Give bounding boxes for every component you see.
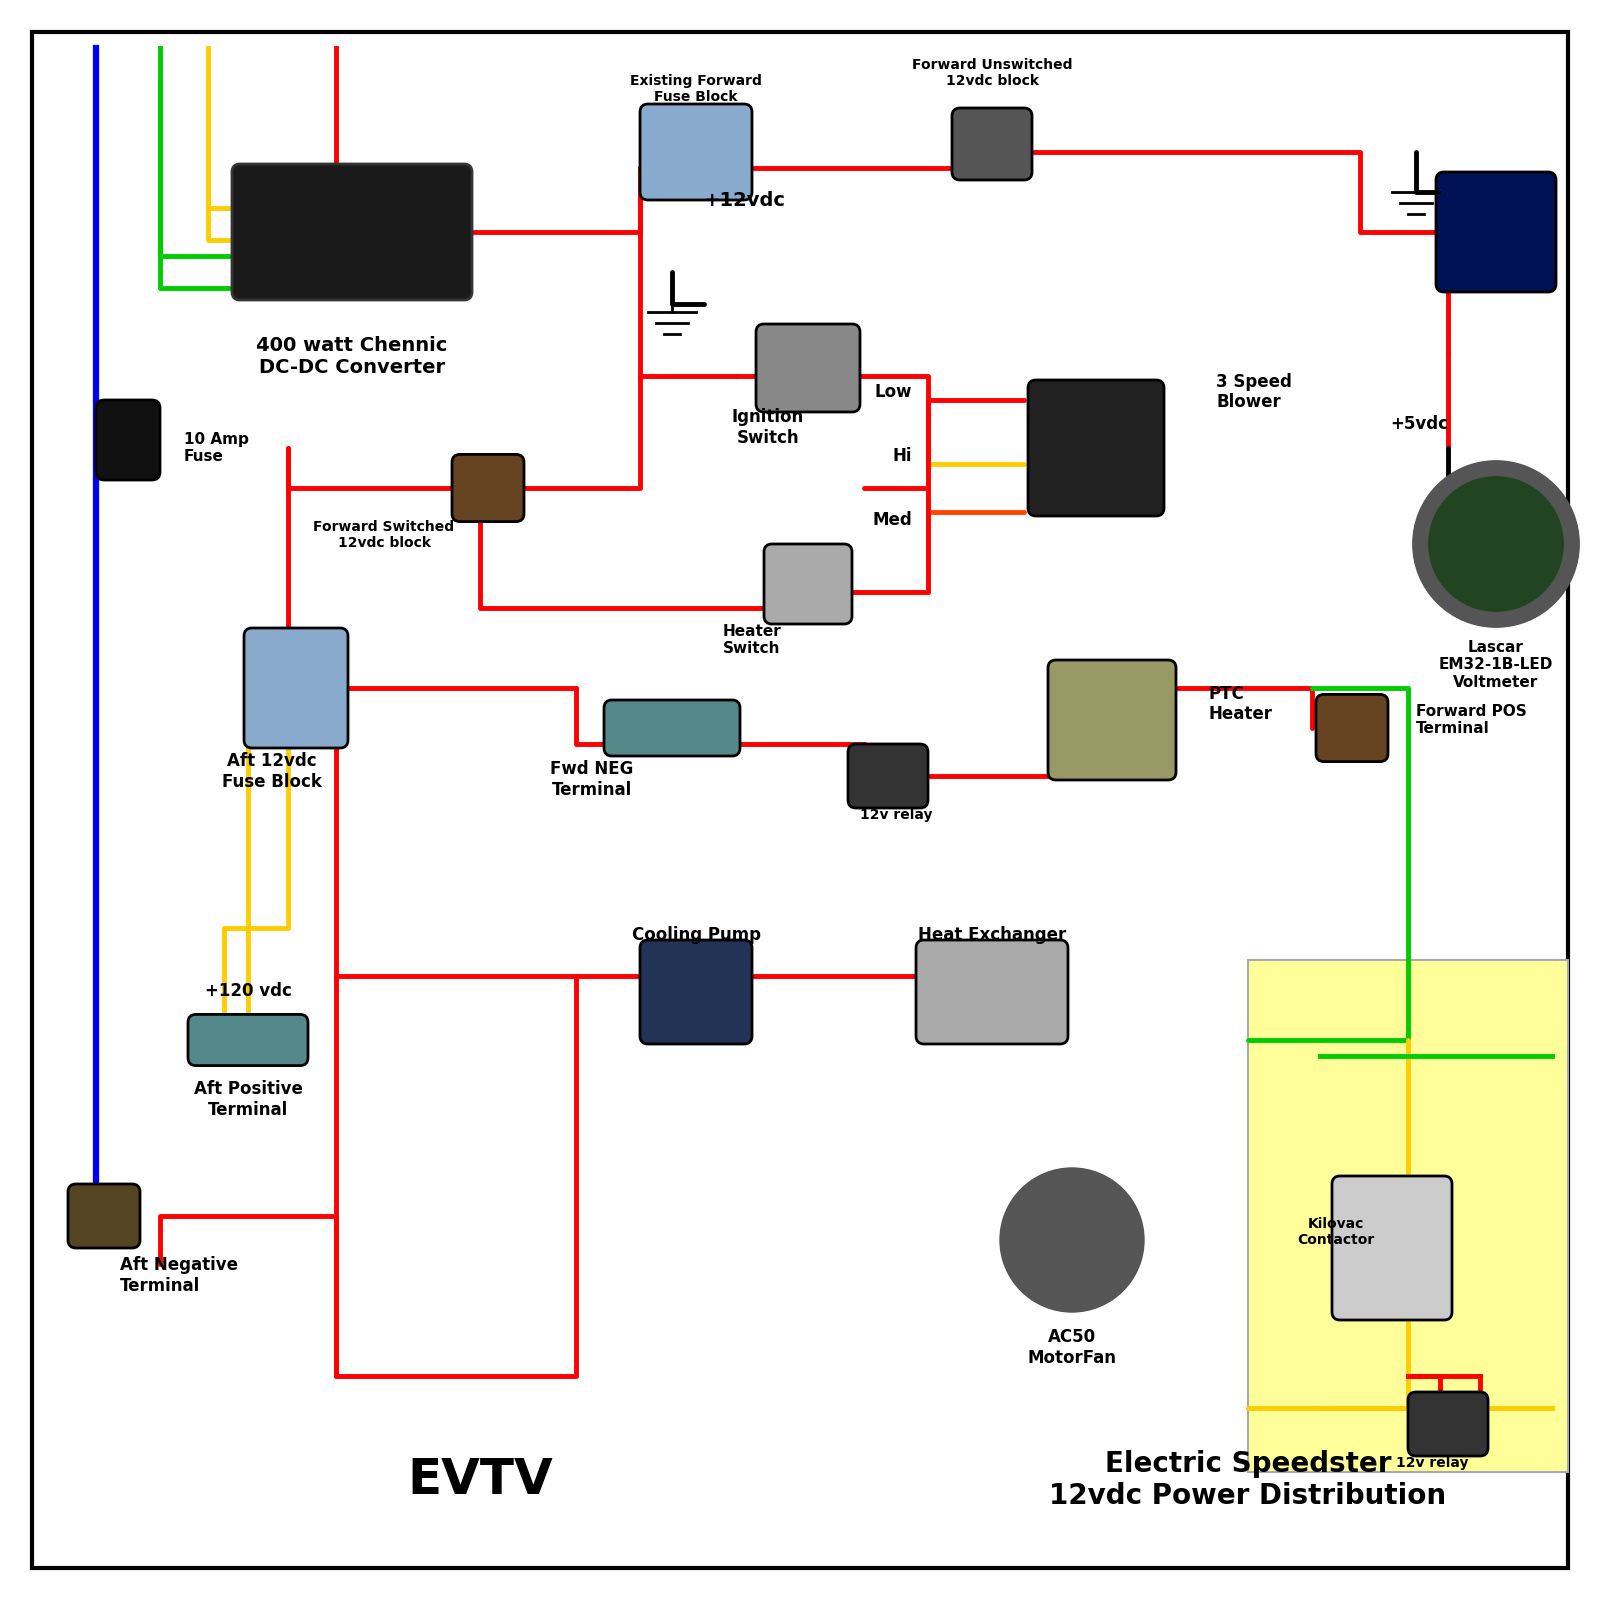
- Text: Heat Exchanger: Heat Exchanger: [918, 926, 1066, 944]
- FancyBboxPatch shape: [640, 104, 752, 200]
- FancyBboxPatch shape: [1027, 379, 1165, 515]
- Text: 400 watt Chennic
DC-DC Converter: 400 watt Chennic DC-DC Converter: [256, 336, 448, 378]
- Text: 12v relay: 12v relay: [1395, 1456, 1469, 1470]
- FancyBboxPatch shape: [765, 544, 851, 624]
- Circle shape: [1000, 1168, 1144, 1312]
- Bar: [1248, 960, 1568, 1472]
- Text: Lascar
EM32-1B-LED
Voltmeter: Lascar EM32-1B-LED Voltmeter: [1438, 640, 1554, 690]
- Text: 10 Amp
Fuse: 10 Amp Fuse: [184, 432, 250, 464]
- FancyBboxPatch shape: [189, 1014, 307, 1066]
- FancyBboxPatch shape: [243, 629, 349, 749]
- FancyBboxPatch shape: [1048, 659, 1176, 779]
- Text: AC50
MotorFan: AC50 MotorFan: [1027, 1328, 1117, 1366]
- Text: PTC
Heater: PTC Heater: [1208, 685, 1272, 723]
- Text: Heater
Switch: Heater Switch: [723, 624, 781, 656]
- FancyBboxPatch shape: [451, 454, 523, 522]
- FancyBboxPatch shape: [1331, 1176, 1453, 1320]
- FancyBboxPatch shape: [1437, 171, 1555, 291]
- FancyBboxPatch shape: [915, 939, 1069, 1043]
- FancyBboxPatch shape: [96, 400, 160, 480]
- Text: Low: Low: [875, 382, 912, 402]
- Circle shape: [1429, 477, 1563, 611]
- Circle shape: [1413, 461, 1579, 627]
- Text: Med: Med: [872, 510, 912, 530]
- Text: Aft Negative
Terminal: Aft Negative Terminal: [120, 1256, 238, 1294]
- FancyBboxPatch shape: [848, 744, 928, 808]
- FancyBboxPatch shape: [605, 699, 739, 755]
- Text: Existing Forward
Fuse Block: Existing Forward Fuse Block: [630, 74, 762, 104]
- Text: Aft Positive
Terminal: Aft Positive Terminal: [194, 1080, 302, 1118]
- Text: EVTV: EVTV: [406, 1456, 554, 1504]
- Text: +5vdc: +5vdc: [1390, 414, 1448, 434]
- FancyBboxPatch shape: [1315, 694, 1389, 762]
- Text: Forward Switched
12vdc block: Forward Switched 12vdc block: [314, 520, 454, 550]
- FancyBboxPatch shape: [952, 107, 1032, 179]
- Text: Ignition
Switch: Ignition Switch: [731, 408, 805, 446]
- FancyBboxPatch shape: [1408, 1392, 1488, 1456]
- Text: Electric Speedster
12vdc Power Distribution: Electric Speedster 12vdc Power Distribut…: [1050, 1450, 1446, 1510]
- Text: 3 Speed
Blower: 3 Speed Blower: [1216, 373, 1291, 411]
- Text: Forward Unswitched
12vdc block: Forward Unswitched 12vdc block: [912, 58, 1072, 88]
- Text: 12v relay: 12v relay: [859, 808, 933, 822]
- Text: Fwd NEG
Terminal: Fwd NEG Terminal: [550, 760, 634, 798]
- Text: +12vdc: +12vdc: [704, 190, 786, 210]
- FancyBboxPatch shape: [67, 1184, 141, 1248]
- FancyBboxPatch shape: [640, 939, 752, 1043]
- Text: Hi: Hi: [893, 446, 912, 466]
- FancyBboxPatch shape: [232, 165, 472, 301]
- Text: Aft 12vdc
Fuse Block: Aft 12vdc Fuse Block: [222, 752, 322, 790]
- Text: Kilovac
Contactor: Kilovac Contactor: [1298, 1218, 1374, 1246]
- FancyBboxPatch shape: [757, 323, 861, 411]
- Text: +120 vdc: +120 vdc: [205, 982, 291, 1000]
- Text: Forward POS
Terminal: Forward POS Terminal: [1416, 704, 1526, 736]
- Text: Cooling Pump: Cooling Pump: [632, 926, 760, 944]
